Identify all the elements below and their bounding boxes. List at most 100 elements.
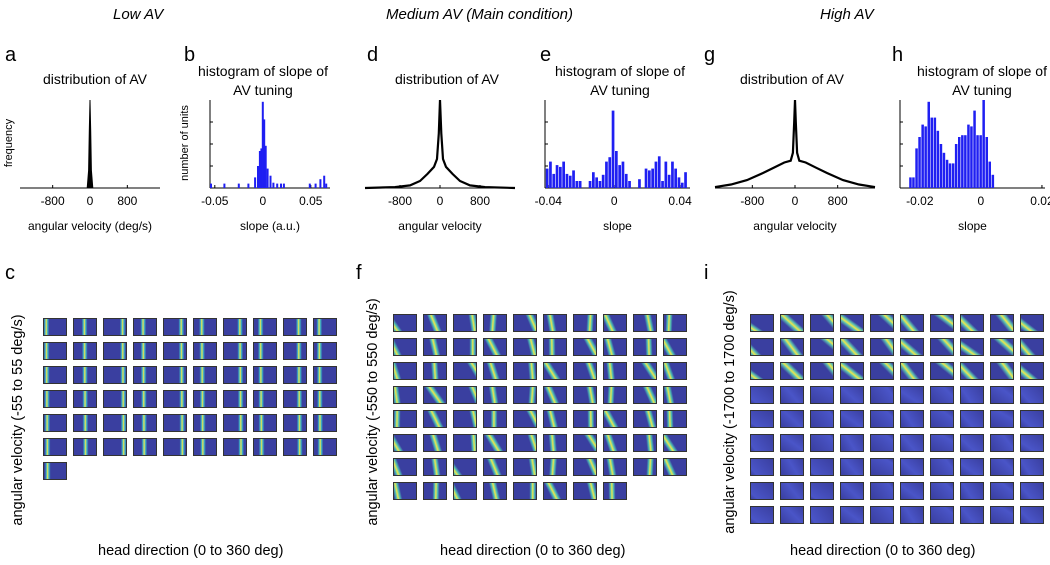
heatmap-tile <box>513 482 537 500</box>
chart-h: -0.02 0 0.02 slope <box>899 100 1050 233</box>
heatmap-tile <box>133 318 157 336</box>
heatmap-tile <box>133 438 157 456</box>
heatmap-f-xlabel: head direction (0 to 360 deg) <box>440 543 626 559</box>
histogram-bar <box>657 156 661 188</box>
heatmap-tile <box>393 314 417 332</box>
histogram-bar <box>257 166 259 188</box>
chart-d: -800 0 800 angular velocity <box>364 99 516 233</box>
panel-letter-c: c <box>5 262 15 284</box>
heatmap-tile <box>253 414 277 432</box>
histogram-bar <box>942 152 946 188</box>
heatmap-tile <box>163 366 187 384</box>
x-tick-label-a: 0 <box>87 194 94 208</box>
heatmap-tile <box>543 458 567 476</box>
heatmap-tile <box>543 386 567 404</box>
heatmap-tile <box>990 314 1014 332</box>
histogram-bar <box>618 165 621 188</box>
histogram-bar <box>674 168 677 188</box>
heatmap-tile <box>133 414 157 432</box>
histogram-bar <box>909 177 912 188</box>
histogram-bar <box>276 183 279 188</box>
histogram-bar <box>555 165 559 188</box>
heatmap-tile <box>930 386 954 404</box>
histogram-bar <box>247 183 250 188</box>
heatmap-tile <box>780 314 804 332</box>
heatmap-i-xlabel: head direction (0 to 360 deg) <box>790 543 976 559</box>
panel-a-title: distribution of AV <box>42 71 148 87</box>
panel-d-title: distribution of AV <box>394 71 500 87</box>
heatmap-tile <box>603 386 627 404</box>
heatmap-tile <box>103 390 127 408</box>
heatmap-tile <box>423 314 447 332</box>
heatmap-tile <box>163 342 187 360</box>
histogram-bar <box>958 137 961 188</box>
panel-e-title: histogram of slope of AV tuning <box>555 63 685 98</box>
histogram-bar <box>269 175 272 188</box>
histogram-bar <box>667 174 671 188</box>
heatmap-tile <box>870 386 894 404</box>
x-tick-label-h: -0.02 <box>906 194 934 208</box>
heatmap-tile <box>573 434 597 452</box>
histogram-bar <box>970 126 973 188</box>
heatmap-tile <box>483 362 507 380</box>
histogram-bar <box>575 181 579 188</box>
heatmap-tile <box>483 482 507 500</box>
heatmap-tile <box>253 318 277 336</box>
heatmap-tile <box>960 482 984 500</box>
heatmap-tile <box>900 338 924 356</box>
heatmap-tile <box>750 386 774 404</box>
heatmap-tile <box>900 458 924 476</box>
histogram-bar <box>921 124 924 188</box>
heatmap-tile <box>1020 458 1044 476</box>
heatmap-tile <box>163 318 187 336</box>
heatmap-tile <box>780 338 804 356</box>
histogram-bar <box>912 177 915 188</box>
x-axis-label-g: angular velocity <box>753 219 836 233</box>
histogram-bar <box>985 137 988 188</box>
heatmap-tile <box>840 314 864 332</box>
heatmap-tile <box>393 386 417 404</box>
heatmap-tile <box>543 362 567 380</box>
histogram-bar <box>948 163 952 188</box>
heatmap-tile <box>840 386 864 404</box>
heatmap-tile <box>663 434 687 452</box>
heatmap-tile <box>313 366 337 384</box>
distribution-line-g <box>714 99 876 189</box>
heatmap-tile <box>423 338 447 356</box>
heatmap-tile <box>960 338 984 356</box>
heatmap-tile <box>223 414 247 432</box>
heatmap-tile <box>73 318 97 336</box>
histogram-bar <box>967 124 970 188</box>
heatmap-tile <box>1020 338 1044 356</box>
heatmap-tile <box>253 342 277 360</box>
histogram-bar <box>565 173 569 188</box>
histogram-bar <box>545 168 549 188</box>
heatmap-tile <box>133 342 157 360</box>
heatmap-tile <box>990 458 1014 476</box>
heatmap-tile <box>73 438 97 456</box>
histogram-bar <box>562 161 565 188</box>
histogram-bar <box>651 168 654 188</box>
histogram-bar <box>210 183 212 188</box>
heatmap-tile <box>43 462 67 480</box>
heatmap-tile <box>750 434 774 452</box>
heatmap-tile <box>810 506 834 524</box>
heatmap-tile <box>73 390 97 408</box>
histogram-bar <box>325 183 328 188</box>
x-tick-label-g: 0 <box>792 194 799 208</box>
heatmap-tile <box>1020 434 1044 452</box>
heatmap-tile <box>750 362 774 380</box>
heatmap-tile <box>900 314 924 332</box>
heatmap-tile <box>780 386 804 404</box>
x-tick-label-e: -0.04 <box>535 194 563 208</box>
heatmap-tile <box>990 362 1014 380</box>
histogram-bar <box>601 174 605 188</box>
heatmap-tile <box>513 362 537 380</box>
heatmap-tile <box>573 314 597 332</box>
histogram-bar <box>254 177 257 188</box>
heatmap-tile <box>840 506 864 524</box>
histogram-bar <box>915 148 918 188</box>
heatmap-tile <box>870 482 894 500</box>
heatmap-tile <box>193 342 217 360</box>
heatmap-c-xlabel: head direction (0 to 360 deg) <box>98 543 284 559</box>
